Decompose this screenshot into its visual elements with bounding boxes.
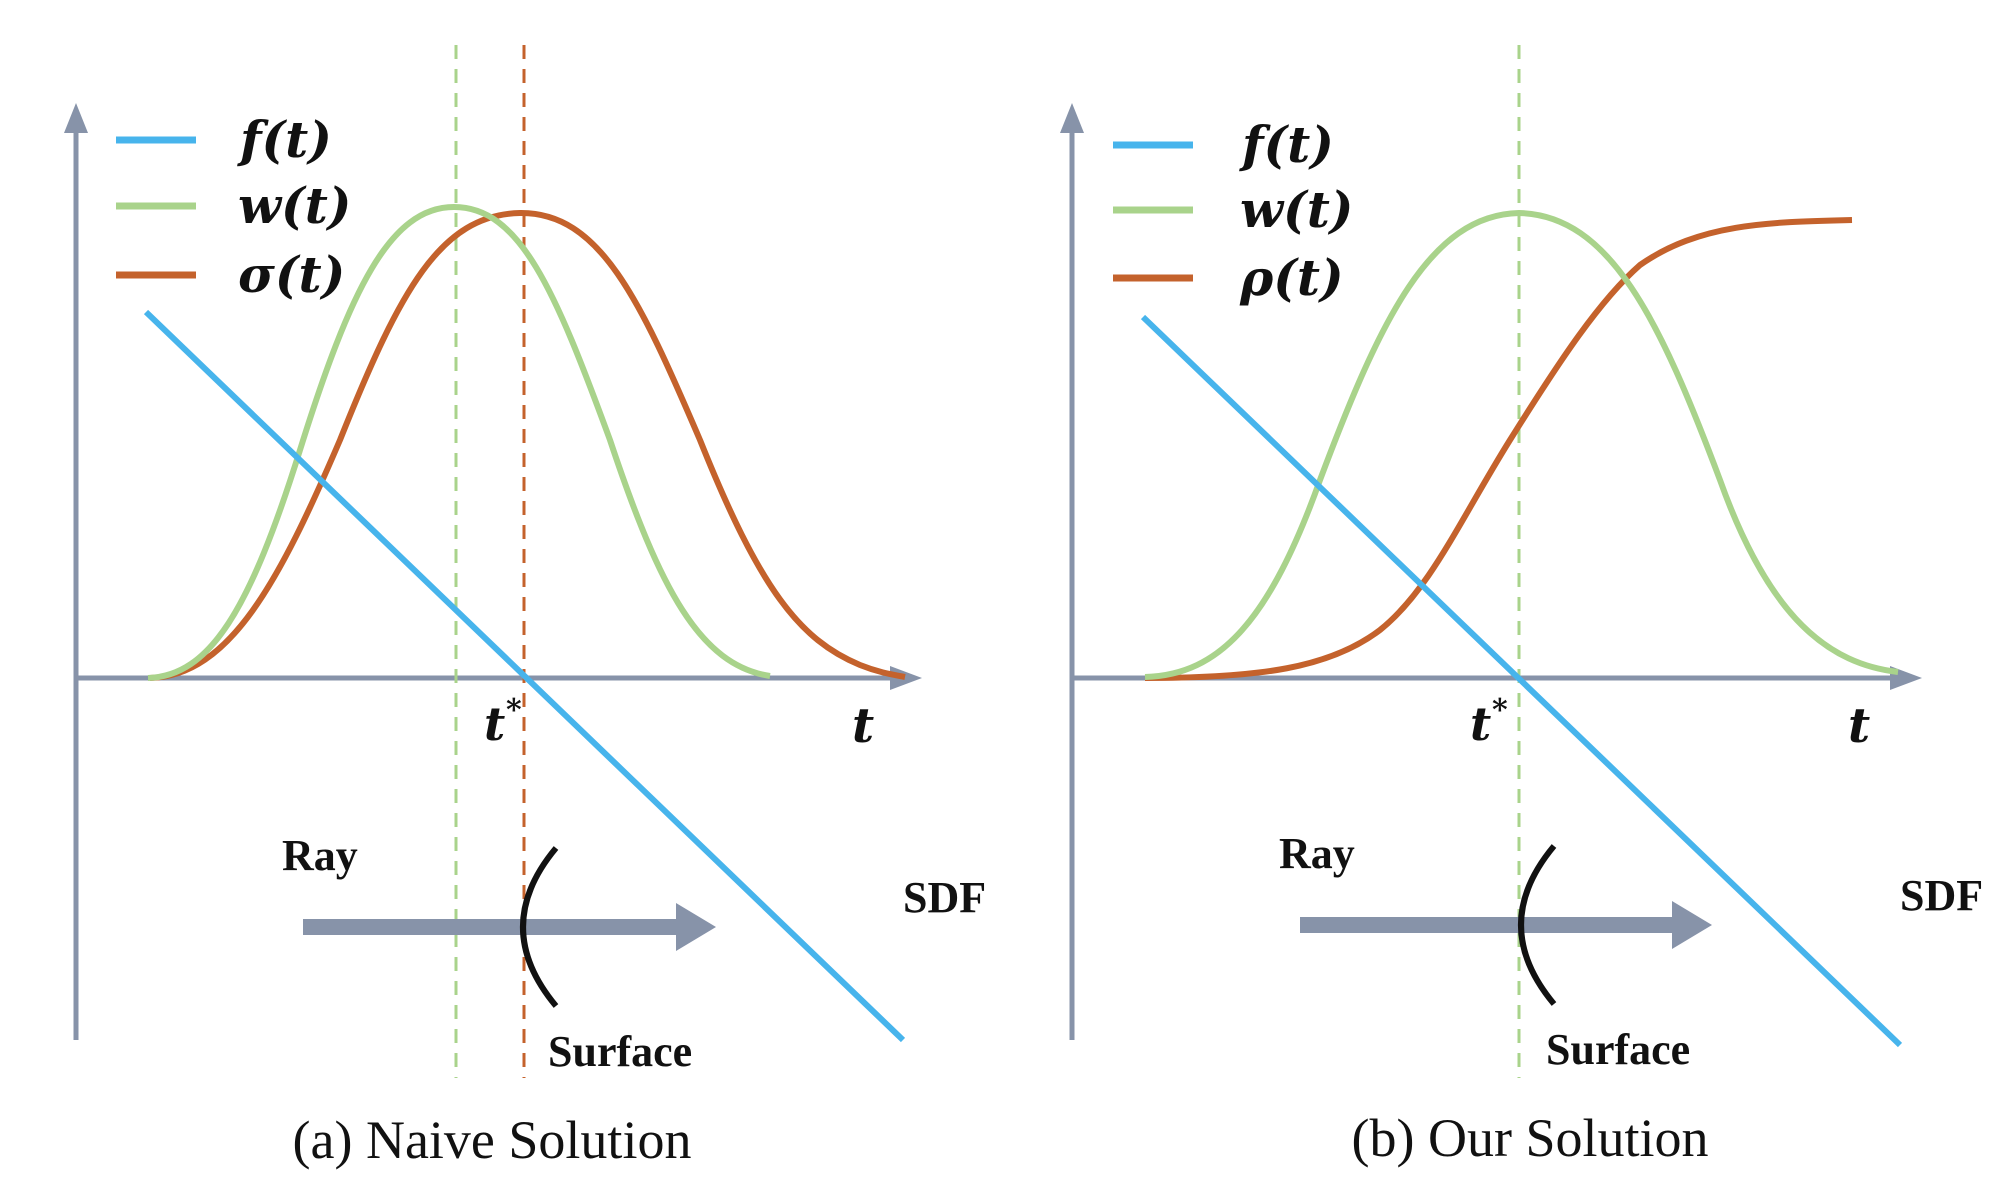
panel-a-ray-arrow-head — [676, 903, 716, 951]
panel-a-w-curve — [147, 203, 771, 681]
panel-b-rho-curve — [1144, 217, 1853, 681]
panel-a-f-line — [143, 309, 906, 1043]
panel-b-ray-arrow-head — [1672, 901, 1712, 949]
panel-a-t-star-label: t — [484, 697, 505, 751]
panel-b-surface-curve — [1518, 844, 1557, 1006]
panel-b-ray-label: Ray — [1279, 829, 1355, 878]
panel-b-legend-rho-label: ρ(t) — [1239, 248, 1344, 307]
panel-b-t-star-label: t — [1470, 697, 1491, 751]
panel-a-t-axis-label: t — [852, 698, 874, 754]
panel-b-caption: (b) Our Solution — [1352, 1108, 1709, 1168]
panel-b-sdf-label: SDF — [1900, 871, 1983, 920]
panel-a-legend-f-label: f(t) — [237, 110, 332, 169]
panel-a-ray-label: Ray — [282, 831, 358, 880]
panel-b-legend-w-label: w(t) — [1240, 180, 1353, 239]
panel-a-legend: f(t) w(t) σ(t) — [116, 110, 351, 304]
panel-a-t-star-superscript: * — [506, 693, 522, 728]
panel-b-w-curve — [1144, 209, 1899, 680]
panel-b-legend: f(t) w(t) ρ(t) — [1113, 115, 1353, 307]
panel-a-surface-curve — [520, 846, 559, 1008]
panel-a-legend-w-label: w(t) — [238, 176, 351, 235]
panel-b: f(t) w(t) ρ(t) t * t Ray Surface SDF (b)… — [1060, 45, 1983, 1168]
panel-a-surface-label: Surface — [548, 1027, 692, 1076]
panel-b-surface-label: Surface — [1546, 1025, 1690, 1074]
panel-a-y-axis-arrowhead — [64, 103, 88, 133]
panel-a-legend-sigma-label: σ(t) — [238, 245, 345, 304]
panel-a-sdf-label: SDF — [903, 873, 986, 922]
panel-b-legend-f-label: f(t) — [1239, 115, 1334, 174]
panel-a-sigma-curve — [149, 209, 906, 681]
panel-a-x-axis-arrowhead — [890, 666, 922, 690]
panel-b-y-axis-arrowhead — [1060, 103, 1084, 133]
panel-b-t-axis-label: t — [1848, 698, 1870, 754]
panel-a-caption: (a) Naive Solution — [293, 1110, 692, 1170]
panel-b-t-star-superscript: * — [1492, 693, 1508, 728]
panel-a: f(t) w(t) σ(t) t * t Ray Surface SDF (a)… — [64, 45, 986, 1170]
panel-b-f-line — [1140, 314, 1903, 1048]
